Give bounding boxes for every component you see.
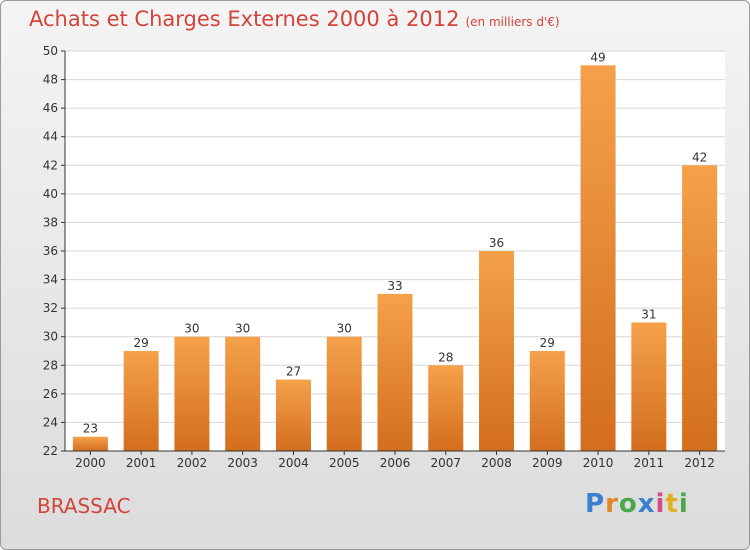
- y-tick-label: 34: [43, 273, 58, 287]
- x-tick-label: 2002: [177, 456, 208, 470]
- logo-letter: i: [655, 489, 666, 519]
- logo-letter: t: [665, 489, 679, 519]
- data-label: 36: [489, 236, 504, 250]
- x-tick-label: 2000: [75, 456, 106, 470]
- y-tick-label: 32: [43, 301, 58, 315]
- data-label: 33: [387, 279, 402, 293]
- data-label: 30: [184, 322, 199, 336]
- bar: [326, 336, 362, 451]
- bar: [72, 436, 108, 451]
- data-label: 27: [286, 365, 301, 379]
- logo-letter: P: [585, 489, 606, 519]
- x-tick-label: 2005: [329, 456, 360, 470]
- y-tick-label: 22: [43, 444, 58, 458]
- data-label: 30: [235, 322, 250, 336]
- x-tick-label: 2003: [227, 456, 258, 470]
- data-label: 30: [337, 322, 352, 336]
- x-tick-label: 2010: [583, 456, 614, 470]
- x-tick-label: 2007: [430, 456, 461, 470]
- x-tick-label: 2012: [684, 456, 715, 470]
- bar: [428, 365, 464, 451]
- x-tick-label: 2011: [634, 456, 665, 470]
- x-tick-label: 2006: [380, 456, 411, 470]
- bar: [174, 336, 210, 451]
- y-tick-label: 30: [43, 330, 58, 344]
- y-tick-label: 40: [43, 187, 58, 201]
- y-tick-label: 48: [43, 73, 58, 87]
- logo-letter: r: [605, 489, 619, 519]
- bar: [123, 351, 159, 451]
- data-label: 28: [438, 350, 453, 364]
- chart-subtitle: (en milliers d'€): [465, 15, 560, 29]
- logo-letter: x: [637, 489, 656, 519]
- bar: [631, 322, 667, 451]
- y-tick-label: 26: [43, 387, 58, 401]
- data-label: 49: [590, 50, 605, 64]
- bar: [529, 351, 565, 451]
- proxiti-logo: Proxiti: [585, 489, 689, 519]
- x-tick-label: 2009: [532, 456, 563, 470]
- bar: [377, 293, 413, 451]
- y-tick-label: 50: [43, 44, 58, 58]
- y-tick-label: 36: [43, 244, 58, 258]
- x-tick-label: 2001: [126, 456, 157, 470]
- bar: [580, 65, 616, 452]
- bar: [479, 251, 515, 451]
- y-tick-label: 44: [43, 130, 58, 144]
- y-tick-label: 24: [43, 415, 58, 429]
- data-label: 31: [641, 307, 656, 321]
- y-tick-label: 28: [43, 358, 58, 372]
- data-label: 29: [540, 336, 555, 350]
- x-tick-label: 2008: [481, 456, 512, 470]
- logo-letter: i: [678, 489, 689, 519]
- bar: [225, 336, 261, 451]
- x-tick-label: 2004: [278, 456, 309, 470]
- logo-letter: o: [618, 489, 638, 519]
- data-label: 29: [134, 336, 149, 350]
- bar: [682, 165, 718, 452]
- y-tick-label: 38: [43, 215, 58, 229]
- chart-title: Achats et Charges Externes 2000 à 2012 (e…: [29, 7, 560, 31]
- commune-name: BRASSAC: [37, 494, 131, 518]
- data-label: 23: [83, 422, 98, 436]
- data-label: 42: [692, 150, 707, 164]
- bar: [275, 379, 311, 451]
- y-tick-label: 46: [43, 101, 58, 115]
- y-tick-label: 42: [43, 158, 58, 172]
